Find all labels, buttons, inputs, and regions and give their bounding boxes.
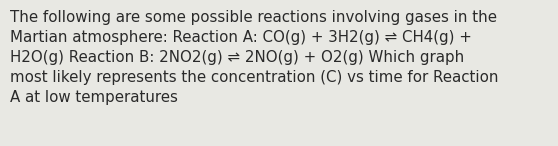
Text: The following are some possible reactions involving gases in the
Martian atmosph: The following are some possible reaction…	[10, 10, 498, 105]
